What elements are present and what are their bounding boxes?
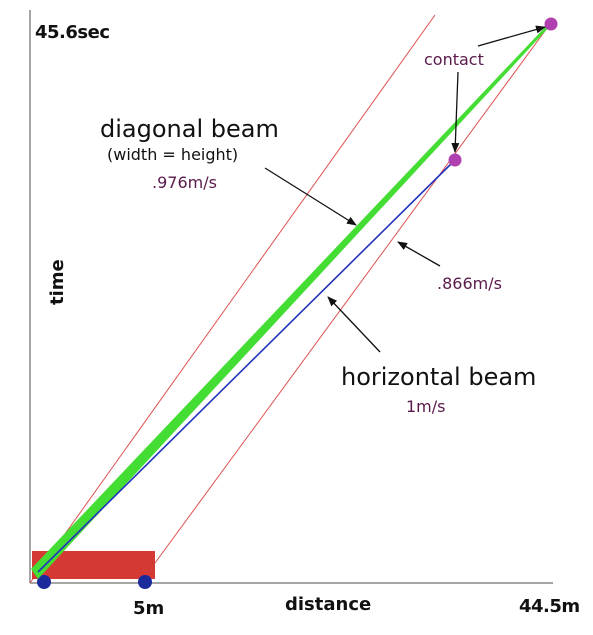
x-axis-title: distance — [285, 594, 371, 615]
horizontal-beam — [37, 159, 456, 573]
diagonal-beam-label: diagonal beam — [100, 115, 279, 143]
diagonal-beam — [31, 23, 551, 579]
y-max-label: 45.6sec — [35, 22, 110, 43]
contact-label: contact — [424, 50, 484, 69]
slanted-speed-label: .866m/s — [437, 274, 502, 293]
lower-guide-line — [154, 19, 554, 564]
upper-guide-line — [29, 14, 436, 584]
slanted-speed-arrow — [397, 241, 441, 267]
horizontal-beam-label: horizontal beam — [341, 363, 536, 391]
diagonal-speed-label: .976m/s — [152, 173, 217, 192]
horizontal-beam-arrow — [327, 296, 381, 353]
diagonal-note-label: (width = height) — [107, 145, 238, 164]
cart-wheel-right — [138, 575, 152, 589]
x-mark-label: 5m — [133, 598, 164, 619]
cart-wheel-left — [37, 575, 51, 589]
contact-point-diagonal — [544, 17, 558, 31]
diagonal-beam-arrow — [264, 167, 357, 226]
contact-arrow-down — [451, 71, 460, 153]
x-max-label: 44.5m — [519, 596, 580, 617]
horizontal-speed-label: 1m/s — [406, 397, 446, 416]
contact-arrow-top — [477, 25, 546, 47]
y-axis-title: time — [47, 259, 68, 305]
contact-point-horizontal — [448, 153, 462, 167]
